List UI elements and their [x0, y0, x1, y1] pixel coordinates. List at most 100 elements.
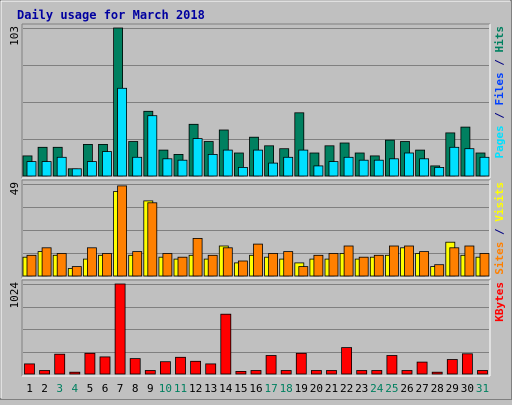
bar-kbytes-day-22	[341, 347, 353, 375]
bar-kbytes-day-23	[356, 370, 368, 375]
bar-kbytes-day-21	[326, 370, 337, 375]
bar-files-day-31	[479, 156, 490, 177]
panel-visits: 49 Sites / Visits	[8, 179, 506, 279]
bar-files-day-15	[237, 166, 248, 177]
bar-sites-day-5	[87, 247, 97, 277]
bar-sites-day-14	[222, 247, 233, 277]
x-tick-label: 22	[340, 382, 353, 395]
bar-files-day-18	[283, 156, 294, 177]
bar-files-day-26	[404, 152, 414, 177]
bar-kbytes-day-27	[416, 361, 428, 375]
bar-sites-day-15	[237, 260, 248, 277]
x-tick-label: 6	[102, 382, 109, 395]
bar-sites-day-16	[253, 243, 263, 277]
bar-kbytes-day-9	[144, 370, 156, 375]
bar-kbytes-day-18	[280, 370, 292, 375]
legend-entry: /	[493, 53, 506, 73]
x-tick-label: 1	[26, 382, 33, 395]
x-tick-label: 9	[147, 382, 154, 395]
bar-sites-day-8	[132, 251, 143, 277]
series-kbytes	[24, 283, 488, 375]
bar-files-day-22	[343, 156, 354, 177]
x-tick-label: 4	[71, 382, 78, 395]
bar-kbytes-day-19	[295, 352, 307, 375]
bar-files-day-27	[419, 158, 430, 177]
x-tick-label: 26	[400, 382, 413, 395]
bar-sites-day-9	[147, 202, 158, 277]
bar-files-day-16	[253, 149, 263, 177]
x-tick-label: 3	[56, 382, 63, 395]
bar-kbytes-day-17	[265, 355, 277, 375]
bar-files-day-19	[298, 149, 309, 177]
bar-kbytes-day-20	[310, 370, 322, 375]
x-tick-label: 5	[87, 382, 94, 395]
bar-files-day-6	[102, 151, 112, 177]
y-max-label: 103	[8, 26, 21, 46]
bar-kbytes-day-12	[190, 360, 202, 375]
bar-files-day-4	[71, 168, 82, 177]
bar-kbytes-day-10	[159, 361, 171, 375]
legend-kbytes: KBytes	[493, 282, 506, 322]
bar-sites-day-30	[464, 245, 475, 277]
bar-files-day-2	[41, 161, 52, 177]
x-tick-label: 14	[219, 382, 233, 395]
bar-files-day-5	[87, 161, 97, 177]
x-tick-label: 25	[385, 382, 398, 395]
y-max-label: 49	[8, 182, 21, 195]
x-tick-label: 11	[174, 382, 187, 395]
bar-kbytes-day-13	[205, 363, 217, 375]
bar-kbytes-day-24	[371, 370, 383, 375]
bar-sites-day-10	[162, 253, 173, 277]
legend-entry: Visits	[493, 182, 506, 222]
bar-sites-day-12	[192, 237, 203, 277]
series-sites	[26, 185, 490, 277]
bar-kbytes-day-30	[461, 353, 473, 375]
bar-files-day-29	[449, 146, 460, 177]
bar-kbytes-day-28	[431, 371, 443, 375]
legend-entry: KBytes	[493, 282, 506, 322]
legend-entry: Hits	[493, 26, 506, 53]
bar-sites-day-3	[56, 253, 67, 277]
bar-files-day-10	[162, 158, 173, 177]
bar-sites-day-6	[102, 253, 112, 277]
bar-sites-day-2	[41, 247, 52, 277]
x-tick-label: 15	[234, 382, 247, 395]
x-tick-label: 30	[461, 382, 474, 395]
y-max-label: 1024	[8, 282, 21, 309]
x-tick-label: 12	[189, 382, 202, 395]
bar-sites-day-19	[298, 266, 309, 277]
bar-kbytes-day-2	[39, 370, 50, 375]
x-tick-label: 20	[310, 382, 323, 395]
bar-kbytes-day-6	[99, 356, 111, 375]
bar-sites-day-29	[449, 247, 460, 277]
bar-files-day-9	[147, 115, 158, 177]
bar-kbytes-day-3	[54, 353, 66, 375]
bar-kbytes-day-5	[84, 352, 96, 375]
x-tick-label: 7	[117, 382, 124, 395]
x-tick-label: 23	[355, 382, 368, 395]
bar-kbytes-day-4	[69, 371, 81, 375]
bar-files-day-20	[313, 165, 324, 177]
x-tick-label: 31	[476, 382, 489, 395]
bar-sites-day-31	[479, 253, 490, 277]
x-axis-labels: 1 2 3 4 5 6 7 8 9 10 11 12 13 14 15 16 17 18 19 20 21 22 23 24 2…	[26, 382, 489, 395]
bar-sites-day-27	[419, 251, 430, 277]
legend-entry: /	[493, 222, 506, 242]
panel-hits: 103 Pages / Files / Hits	[8, 23, 506, 179]
panel-kbytes: 1024 KBytes	[8, 279, 506, 377]
legend-entry: Files	[493, 72, 506, 105]
bar-files-day-30	[464, 148, 475, 177]
bar-sites-day-26	[404, 245, 414, 277]
legend-visits: Sites / Visits	[493, 182, 506, 275]
bar-kbytes-day-26	[401, 370, 413, 375]
legend-entry: Sites	[493, 242, 506, 275]
bar-files-day-13	[207, 153, 218, 177]
bar-kbytes-day-11	[175, 356, 186, 375]
bar-files-day-23	[358, 159, 369, 177]
series-files	[26, 87, 490, 177]
x-tick-label: 8	[132, 382, 139, 395]
bar-sites-day-17	[268, 253, 279, 277]
bar-sites-day-24	[373, 254, 384, 277]
bar-sites-day-7	[117, 185, 127, 277]
